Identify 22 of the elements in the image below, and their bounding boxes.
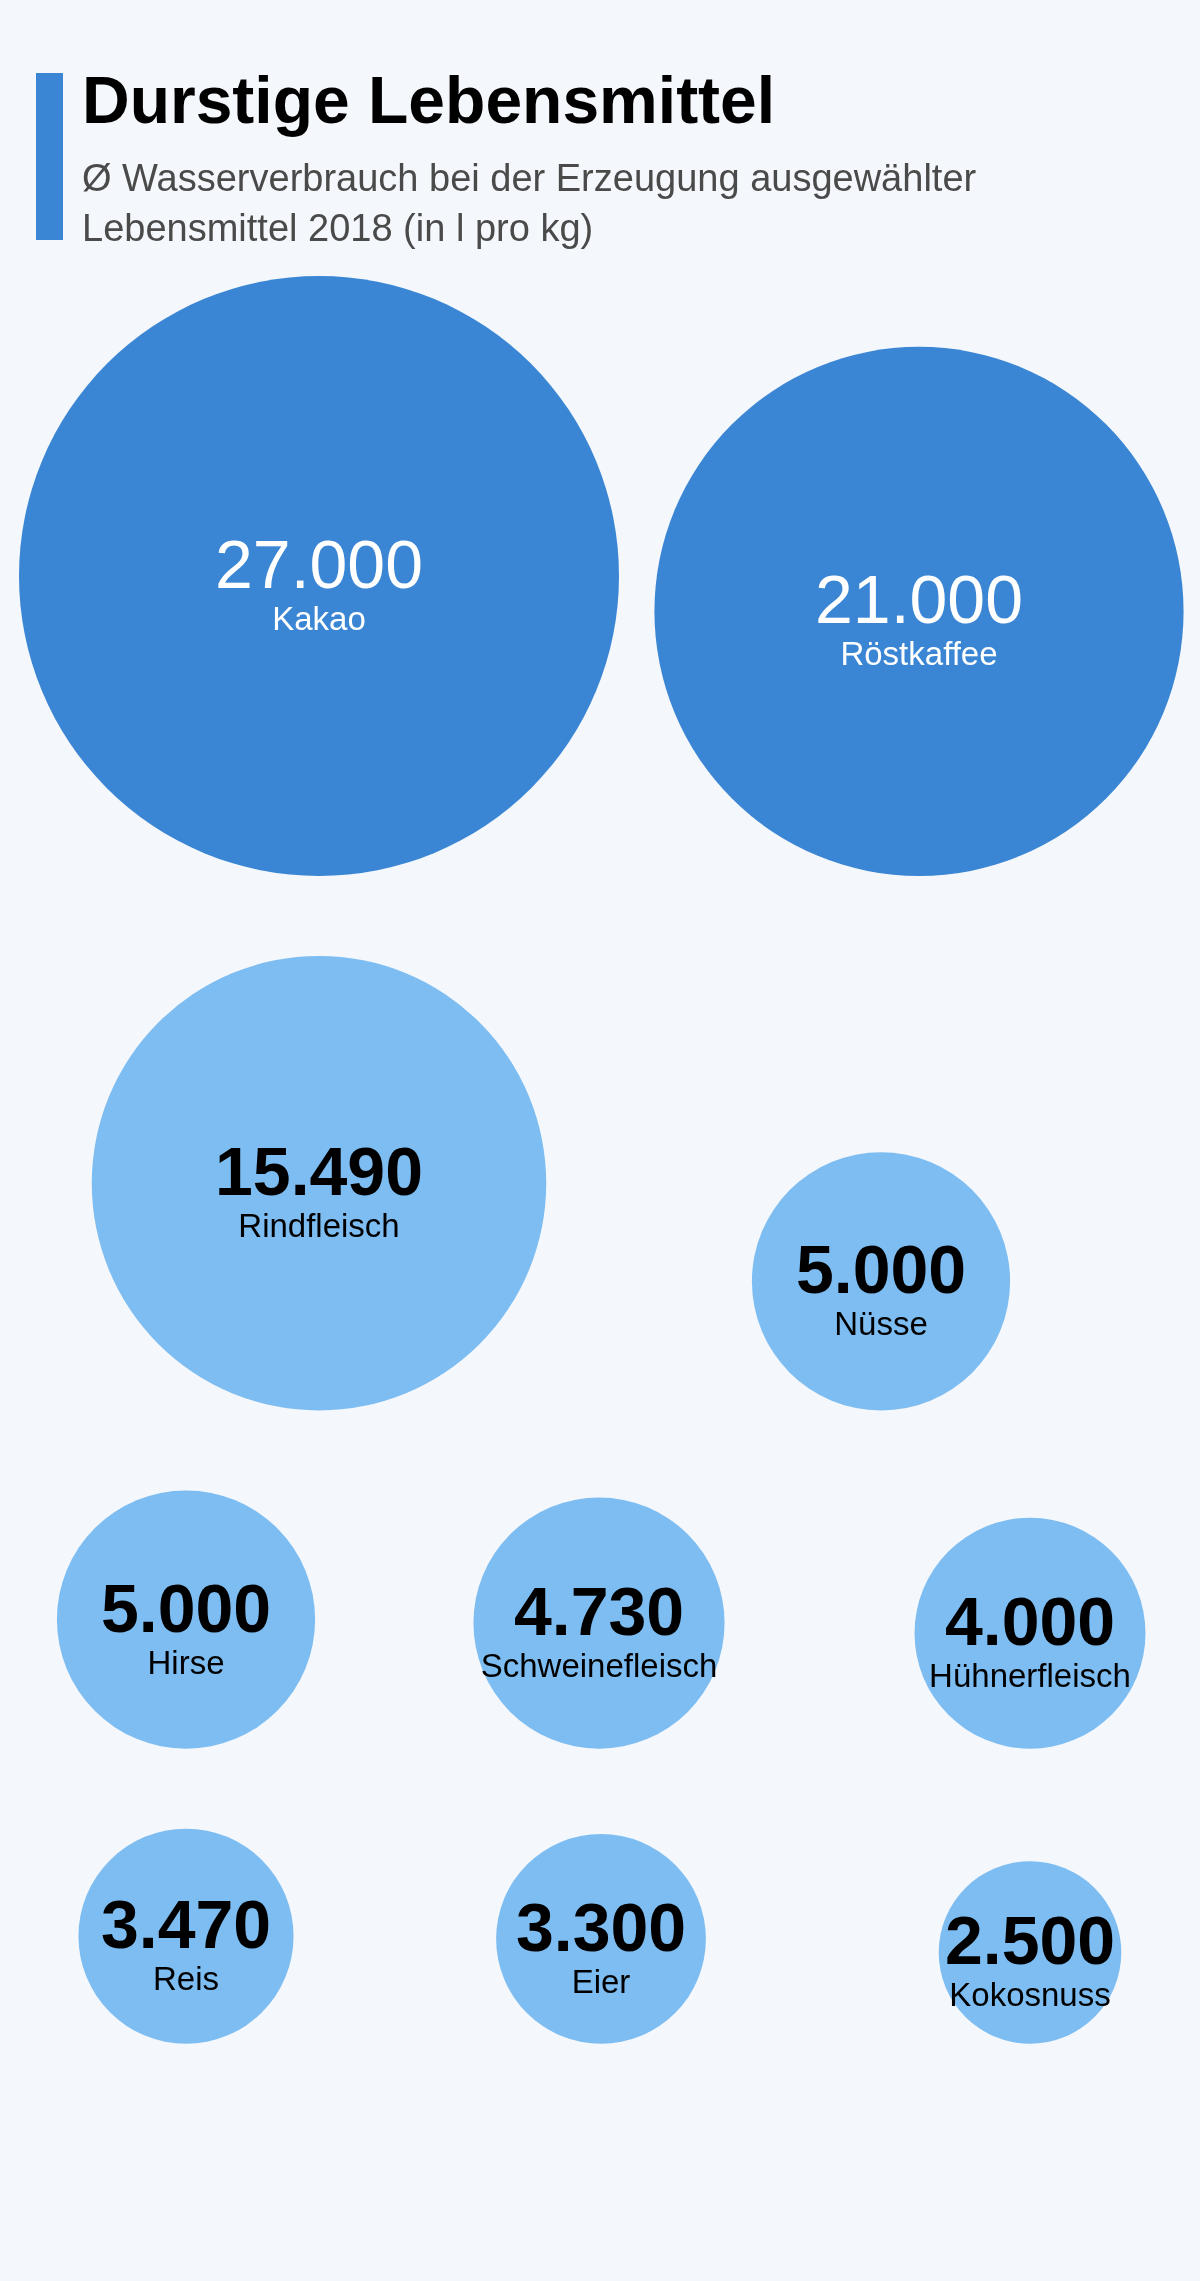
category-label: Kokosnuss xyxy=(949,1976,1111,2014)
category-label: Eier xyxy=(571,1962,631,2000)
data-label: 5.000 xyxy=(100,1569,272,1646)
category-label: Nüsse xyxy=(834,1305,928,1343)
category-label: Kakao xyxy=(272,600,366,637)
category-label: Röstkaffee xyxy=(840,635,998,673)
data-label: 2.500 xyxy=(944,1902,1116,1979)
data-label: 21.000 xyxy=(815,561,1023,638)
data-label: 4.000 xyxy=(944,1583,1116,1660)
category-label: Rindfleisch xyxy=(238,1207,400,1245)
text: Durstige Lebensmittel xyxy=(82,63,776,137)
category-label: Hühnerfleisch xyxy=(929,1657,1131,1695)
data-label: 3.470 xyxy=(100,1886,272,1963)
data-label: 4.730 xyxy=(513,1573,685,1650)
category-label: Hirse xyxy=(147,1643,225,1681)
data-label: 3.300 xyxy=(515,1888,687,1965)
data-label: 5.000 xyxy=(795,1231,967,1308)
data-label: 15.490 xyxy=(215,1133,423,1210)
data-label: 27.000 xyxy=(215,526,423,602)
text: Ø Wasserverbrauch bei der Erzeugung ausgewählter Lebensmittel 2018 (in l pro kg) xyxy=(82,156,978,251)
category-label: Schweinefleisch xyxy=(480,1647,718,1685)
category-label: Reis xyxy=(152,1960,220,1998)
